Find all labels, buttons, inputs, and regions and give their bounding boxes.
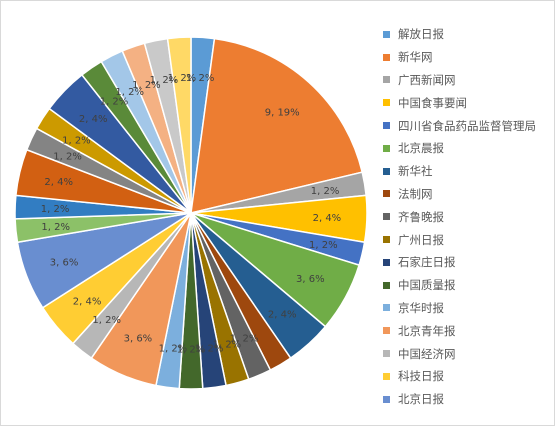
legend-swatch	[383, 258, 390, 266]
slice-data-label: 1, 2%	[168, 73, 197, 84]
slice-data-label: 1, 2%	[195, 343, 224, 354]
legend-label: 解放日报	[398, 27, 444, 42]
slice-data-label: 2, 4%	[268, 309, 297, 320]
slice-data-label: 1, 2%	[132, 80, 161, 91]
legend-item: 广西新闻网	[383, 69, 555, 92]
pie-slice	[190, 37, 364, 214]
slice-data-label: 2, 4%	[73, 296, 102, 307]
legend-item: 北京晨报	[383, 137, 555, 160]
slice-data-label: 1, 2%	[213, 340, 242, 351]
legend-label: 齐鲁晚报	[398, 209, 444, 224]
slice-data-label: 1, 2%	[311, 186, 340, 197]
legend-swatch	[383, 190, 390, 198]
legend-label: 北京日报	[398, 392, 444, 407]
slice-data-label: 1, 2%	[150, 75, 179, 86]
legend-swatch	[383, 327, 390, 335]
slice-data-label: 1, 2%	[159, 343, 188, 354]
slice-data-label: 1, 2%	[230, 334, 259, 345]
legend-item: 中国经济网	[383, 342, 555, 365]
slice-data-label: 1, 2%	[177, 345, 206, 356]
legend-swatch	[383, 53, 390, 61]
slice-data-label: 3, 6%	[124, 334, 153, 345]
legend-label: 新华网	[398, 50, 433, 65]
legend-item: 广州日报	[383, 228, 555, 251]
slice-data-label: 9, 19%	[265, 108, 300, 119]
legend: 解放日报新华网广西新闻网中国食事要闻四川省食品药品监督管理局 北京晨报新华社法制网…	[383, 23, 555, 411]
legend-label: 京华时报	[398, 300, 444, 315]
legend-label: 法制网	[398, 186, 433, 201]
pie-slice	[166, 36, 192, 214]
legend-label: 广州日报	[398, 232, 444, 247]
slice-data-label: 1, 2%	[53, 151, 82, 162]
slice-data-label: 1, 2%	[41, 204, 70, 215]
legend-label: 四川省食品药品监督管理局	[398, 118, 536, 133]
slice-data-label: 2, 4%	[79, 114, 108, 125]
legend-item: 北京日报	[383, 388, 555, 411]
legend-item: 新华社	[383, 160, 555, 183]
legend-swatch	[383, 30, 390, 38]
legend-item: 中国食事要闻	[383, 91, 555, 114]
legend-swatch	[383, 395, 390, 403]
legend-swatch	[383, 122, 390, 130]
legend-swatch	[383, 213, 390, 221]
legend-label: 中国经济网	[398, 346, 456, 361]
legend-swatch	[383, 99, 390, 107]
legend-swatch	[383, 350, 390, 358]
slice-data-label: 2, 4%	[44, 177, 73, 188]
legend-label: 中国质量报	[398, 278, 456, 293]
legend-item: 京华时报	[383, 297, 555, 320]
legend-swatch	[383, 372, 390, 380]
slice-data-label: 1, 2%	[309, 240, 338, 251]
slice-data-label: 1, 2%	[100, 96, 129, 107]
legend-swatch	[383, 167, 390, 175]
slice-data-label: 1, 2%	[92, 315, 121, 326]
legend-swatch	[383, 304, 390, 312]
pie-data-labels: 1, 2%9, 19%1, 2%2, 4%1, 2%3, 6%2, 4%1, 2…	[41, 73, 341, 356]
legend-item: 四川省食品药品监督管理局	[383, 114, 555, 137]
slice-data-label: 2, 4%	[313, 213, 342, 224]
legend-item: 中国质量报	[383, 274, 555, 297]
slice-data-label: 1, 2%	[186, 73, 215, 84]
legend-item: 解放日报	[383, 23, 555, 46]
legend-swatch	[383, 236, 390, 244]
legend-item: 科技日报	[383, 365, 555, 388]
legend-label: 北京青年报	[398, 323, 456, 338]
legend-label: 科技日报	[398, 369, 444, 384]
legend-swatch	[383, 76, 390, 84]
legend-swatch	[383, 144, 390, 152]
legend-item: 北京青年报	[383, 319, 555, 342]
slice-data-label: 3, 6%	[50, 257, 79, 268]
legend-item: 齐鲁晚报	[383, 205, 555, 228]
legend-label: 新华社	[398, 164, 433, 179]
slice-data-label: 1, 2%	[41, 222, 70, 233]
legend-label: 石家庄日报	[398, 255, 456, 270]
legend-item: 石家庄日报	[383, 251, 555, 274]
slice-data-label: 1, 2%	[115, 87, 144, 98]
legend-label: 北京晨报	[398, 141, 444, 156]
pie-slices	[14, 36, 368, 390]
legend-swatch	[383, 281, 390, 289]
slice-data-label: 3, 6%	[296, 274, 325, 285]
legend-item: 法制网	[383, 183, 555, 206]
legend-item: 新华网	[383, 46, 555, 69]
slice-data-label: 1, 2%	[62, 135, 91, 146]
legend-label: 广西新闻网	[398, 72, 456, 87]
legend-label: 中国食事要闻	[398, 95, 467, 110]
